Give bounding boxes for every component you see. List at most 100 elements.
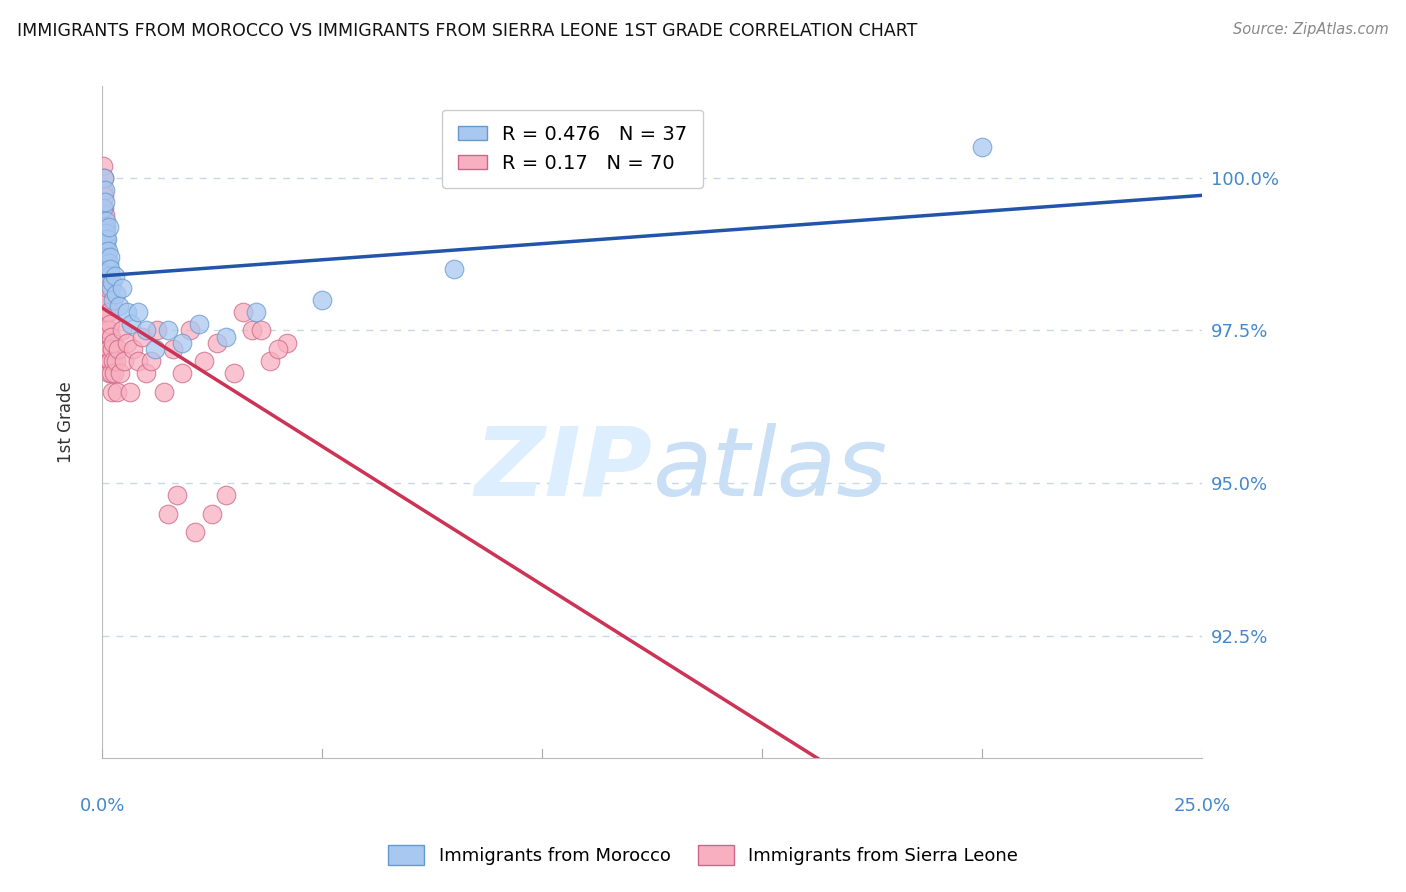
Point [115, 335, 138, 350]
Text: ZIP: ZIP [474, 423, 652, 516]
Point [249, 323, 271, 337]
Point [170, 366, 193, 380]
Point [97, 354, 120, 368]
Point [214, 488, 236, 502]
Point [96, 250, 118, 264]
Point [139, 354, 162, 368]
Point [93, 170, 115, 185]
Point [100, 281, 122, 295]
Point [188, 318, 211, 332]
Point [127, 354, 149, 368]
Point [101, 275, 124, 289]
Point [97, 219, 120, 234]
Point [111, 323, 134, 337]
Point [98, 323, 121, 337]
Point [98, 268, 121, 283]
Point [97, 342, 120, 356]
Point [94, 262, 117, 277]
Point [94, 275, 117, 289]
Point [179, 323, 201, 337]
Point [245, 305, 267, 319]
Point [107, 342, 129, 356]
Point [104, 354, 127, 368]
Point [96, 232, 118, 246]
Point [259, 354, 281, 368]
Point [98, 366, 121, 380]
Point [93, 213, 115, 227]
Point [311, 293, 333, 307]
Point [94, 305, 117, 319]
Point [101, 384, 124, 399]
Text: 1st Grade: 1st Grade [56, 381, 75, 463]
Point [135, 366, 157, 380]
Point [97, 262, 120, 277]
Point [96, 232, 118, 246]
Point [94, 219, 117, 234]
Point [166, 488, 188, 502]
Point [93, 202, 115, 216]
Point [98, 354, 121, 368]
Point [193, 354, 215, 368]
Point [98, 262, 121, 277]
Legend: R = 0.476   N = 37, R = 0.17   N = 70: R = 0.476 N = 37, R = 0.17 N = 70 [441, 110, 703, 188]
Point [96, 226, 118, 240]
Point [91, 202, 114, 216]
Point [94, 195, 117, 210]
Point [111, 281, 134, 295]
Point [170, 335, 193, 350]
Point [103, 366, 125, 380]
Point [205, 335, 228, 350]
Point [101, 354, 124, 368]
Point [122, 342, 145, 356]
Point [146, 323, 169, 337]
Text: atlas: atlas [652, 423, 887, 516]
Point [972, 140, 994, 154]
Point [96, 262, 118, 277]
Point [153, 384, 176, 399]
Point [105, 286, 128, 301]
Point [97, 244, 120, 259]
Point [276, 335, 298, 350]
Point [100, 329, 122, 343]
Point [131, 329, 153, 343]
Point [97, 281, 120, 295]
Point [96, 323, 118, 337]
Point [100, 366, 122, 380]
Point [93, 244, 115, 259]
Point [94, 250, 117, 264]
Point [98, 342, 121, 356]
Point [120, 318, 142, 332]
Legend: Immigrants from Morocco, Immigrants from Sierra Leone: Immigrants from Morocco, Immigrants from… [381, 838, 1025, 872]
Text: IMMIGRANTS FROM MOROCCO VS IMMIGRANTS FROM SIERRA LEONE 1ST GRADE CORRELATION CH: IMMIGRANTS FROM MOROCCO VS IMMIGRANTS FR… [17, 22, 917, 40]
Point [232, 305, 254, 319]
Point [162, 342, 184, 356]
Point [267, 342, 290, 356]
Point [91, 159, 114, 173]
Point [104, 268, 127, 283]
Point [157, 323, 180, 337]
Point [214, 329, 236, 343]
Point [94, 232, 117, 246]
Point [240, 323, 263, 337]
Point [96, 275, 118, 289]
Point [100, 342, 122, 356]
Point [94, 213, 117, 227]
Point [127, 305, 149, 319]
Point [108, 299, 131, 313]
Point [96, 305, 118, 319]
Point [98, 256, 121, 270]
Point [91, 183, 114, 197]
Point [108, 366, 131, 380]
Point [93, 207, 115, 221]
Point [103, 293, 125, 307]
Point [184, 524, 207, 539]
Point [443, 262, 465, 277]
Point [93, 183, 115, 197]
Point [94, 238, 117, 252]
Point [143, 342, 166, 356]
Point [201, 507, 224, 521]
Point [115, 305, 138, 319]
Point [97, 293, 120, 307]
Point [157, 507, 180, 521]
Point [98, 318, 121, 332]
